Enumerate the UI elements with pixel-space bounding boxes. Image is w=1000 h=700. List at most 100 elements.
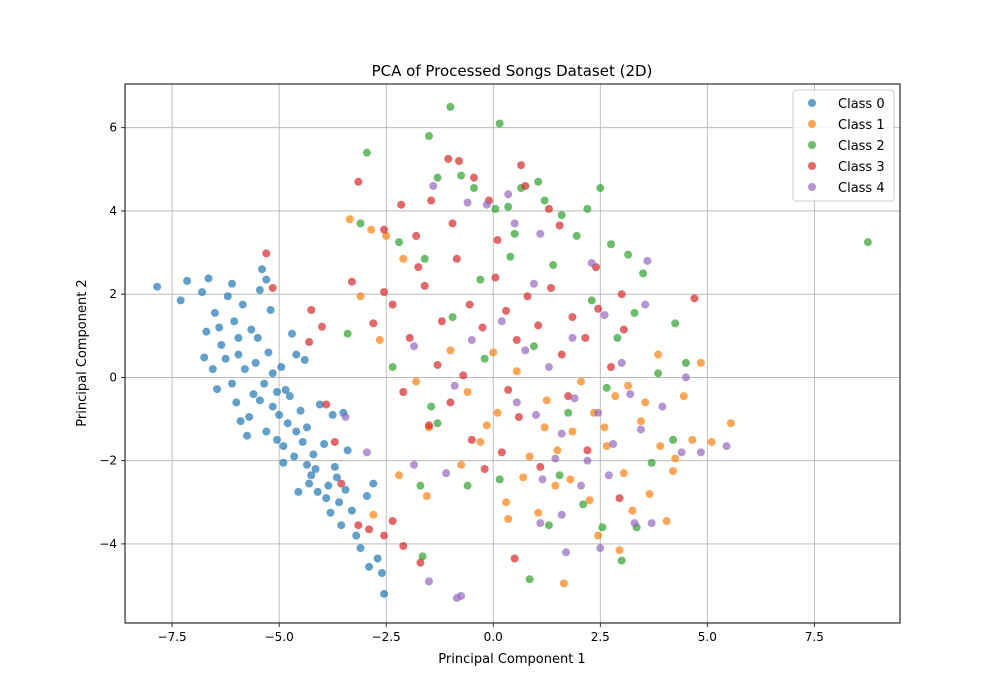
data-point-class-2	[639, 269, 648, 278]
data-point-class-3	[388, 300, 397, 309]
data-point-class-3	[491, 273, 500, 282]
data-point-class-1	[662, 517, 671, 526]
data-point-class-1	[422, 492, 431, 501]
data-point-class-1	[688, 435, 697, 444]
data-point-class-0	[341, 485, 350, 494]
data-point-class-0	[307, 471, 316, 480]
data-point-class-0	[337, 521, 346, 530]
data-point-class-3	[330, 437, 339, 446]
data-point-class-0	[200, 353, 209, 362]
data-point-class-3	[354, 177, 363, 186]
data-point-class-3	[493, 236, 502, 245]
data-point-class-0	[275, 410, 284, 419]
data-point-class-0	[290, 452, 299, 461]
data-point-class-1	[600, 423, 609, 432]
data-point-class-0	[369, 479, 378, 488]
data-point-class-1	[594, 531, 603, 540]
data-point-class-3	[617, 290, 626, 299]
data-point-class-0	[249, 390, 258, 399]
data-point-class-1	[367, 225, 376, 234]
data-point-class-1	[636, 417, 645, 426]
data-point-class-0	[264, 348, 273, 357]
data-point-class-1	[559, 579, 568, 588]
data-point-class-2	[602, 383, 611, 392]
data-point-class-4	[410, 342, 419, 351]
y-tick-label: −2	[99, 454, 117, 468]
data-point-class-3	[564, 392, 573, 401]
data-point-class-4	[722, 442, 731, 451]
data-point-class-0	[228, 379, 237, 388]
data-point-class-3	[388, 517, 397, 526]
data-point-class-1	[412, 377, 421, 386]
data-point-class-0	[380, 589, 389, 598]
data-point-class-3	[268, 283, 277, 292]
data-point-class-4	[410, 460, 419, 469]
data-point-class-0	[153, 282, 162, 291]
data-point-class-1	[669, 467, 678, 476]
data-point-class-4	[643, 256, 652, 265]
data-point-class-4	[568, 333, 577, 342]
data-point-class-0	[322, 494, 331, 503]
data-point-class-1	[628, 506, 637, 515]
grid-lines	[125, 84, 900, 623]
legend: Class 0 Class 1 Class 2 Class 3 Class 4	[792, 89, 895, 202]
data-point-class-3	[414, 263, 423, 272]
data-point-class-1	[356, 292, 365, 301]
data-point-class-4	[587, 258, 596, 267]
data-point-class-1	[395, 471, 404, 480]
data-point-class-2	[425, 132, 434, 141]
data-point-class-4	[532, 410, 541, 419]
data-point-class-4	[536, 519, 545, 528]
data-point-class-2	[596, 184, 605, 193]
data-point-class-0	[313, 487, 322, 496]
data-point-class-2	[463, 481, 472, 490]
data-point-class-4	[562, 548, 571, 557]
data-point-class-2	[469, 184, 478, 193]
data-point-class-0	[221, 354, 230, 363]
data-point-class-2	[557, 211, 566, 220]
data-point-class-1	[375, 335, 384, 344]
data-point-class-0	[315, 400, 324, 409]
data-point-class-4	[538, 475, 547, 484]
data-point-class-3	[544, 204, 553, 213]
data-point-class-4	[594, 408, 603, 417]
data-point-class-0	[202, 327, 211, 336]
legend-marker	[808, 183, 816, 191]
data-point-class-3	[454, 157, 463, 165]
data-point-class-4	[658, 402, 667, 411]
data-point-class-1	[493, 408, 502, 417]
data-point-class-3	[425, 421, 434, 430]
data-point-class-0	[210, 308, 219, 317]
chart-title: PCA of Processed Songs Dataset (2D)	[372, 62, 653, 80]
data-point-class-2	[446, 102, 455, 111]
data-point-class-3	[583, 446, 592, 455]
data-point-class-0	[213, 385, 222, 394]
legend-marker	[808, 99, 816, 107]
data-point-class-3	[433, 360, 442, 369]
data-point-class-1	[641, 398, 650, 407]
data-point-class-4	[604, 471, 613, 480]
y-tick-label: 4	[109, 204, 117, 218]
data-point-class-1	[345, 215, 354, 224]
legend-marker	[808, 120, 816, 128]
data-point-class-3	[523, 292, 532, 301]
data-point-class-3	[365, 525, 374, 534]
data-point-class-4	[467, 335, 476, 344]
data-point-class-3	[536, 462, 545, 471]
data-point-class-2	[427, 402, 436, 411]
data-point-class-3	[322, 400, 331, 409]
data-point-class-4	[636, 425, 645, 434]
data-point-class-4	[362, 448, 371, 457]
data-point-class-2	[583, 204, 592, 213]
data-point-class-1	[611, 392, 620, 401]
data-point-class-2	[681, 358, 690, 367]
data-point-class-0	[198, 288, 207, 297]
data-point-class-3	[512, 335, 521, 344]
legend-label: Class 4	[838, 181, 885, 196]
data-point-class-0	[260, 379, 269, 388]
data-point-class-2	[544, 521, 553, 530]
data-point-class-0	[279, 442, 288, 451]
axis-ticks: −7.5 −5.0 −2.5 0.0 2.5 5.0 7.5 −4 −2 0 2 4 6	[99, 121, 824, 644]
data-point-class-2	[433, 419, 442, 428]
